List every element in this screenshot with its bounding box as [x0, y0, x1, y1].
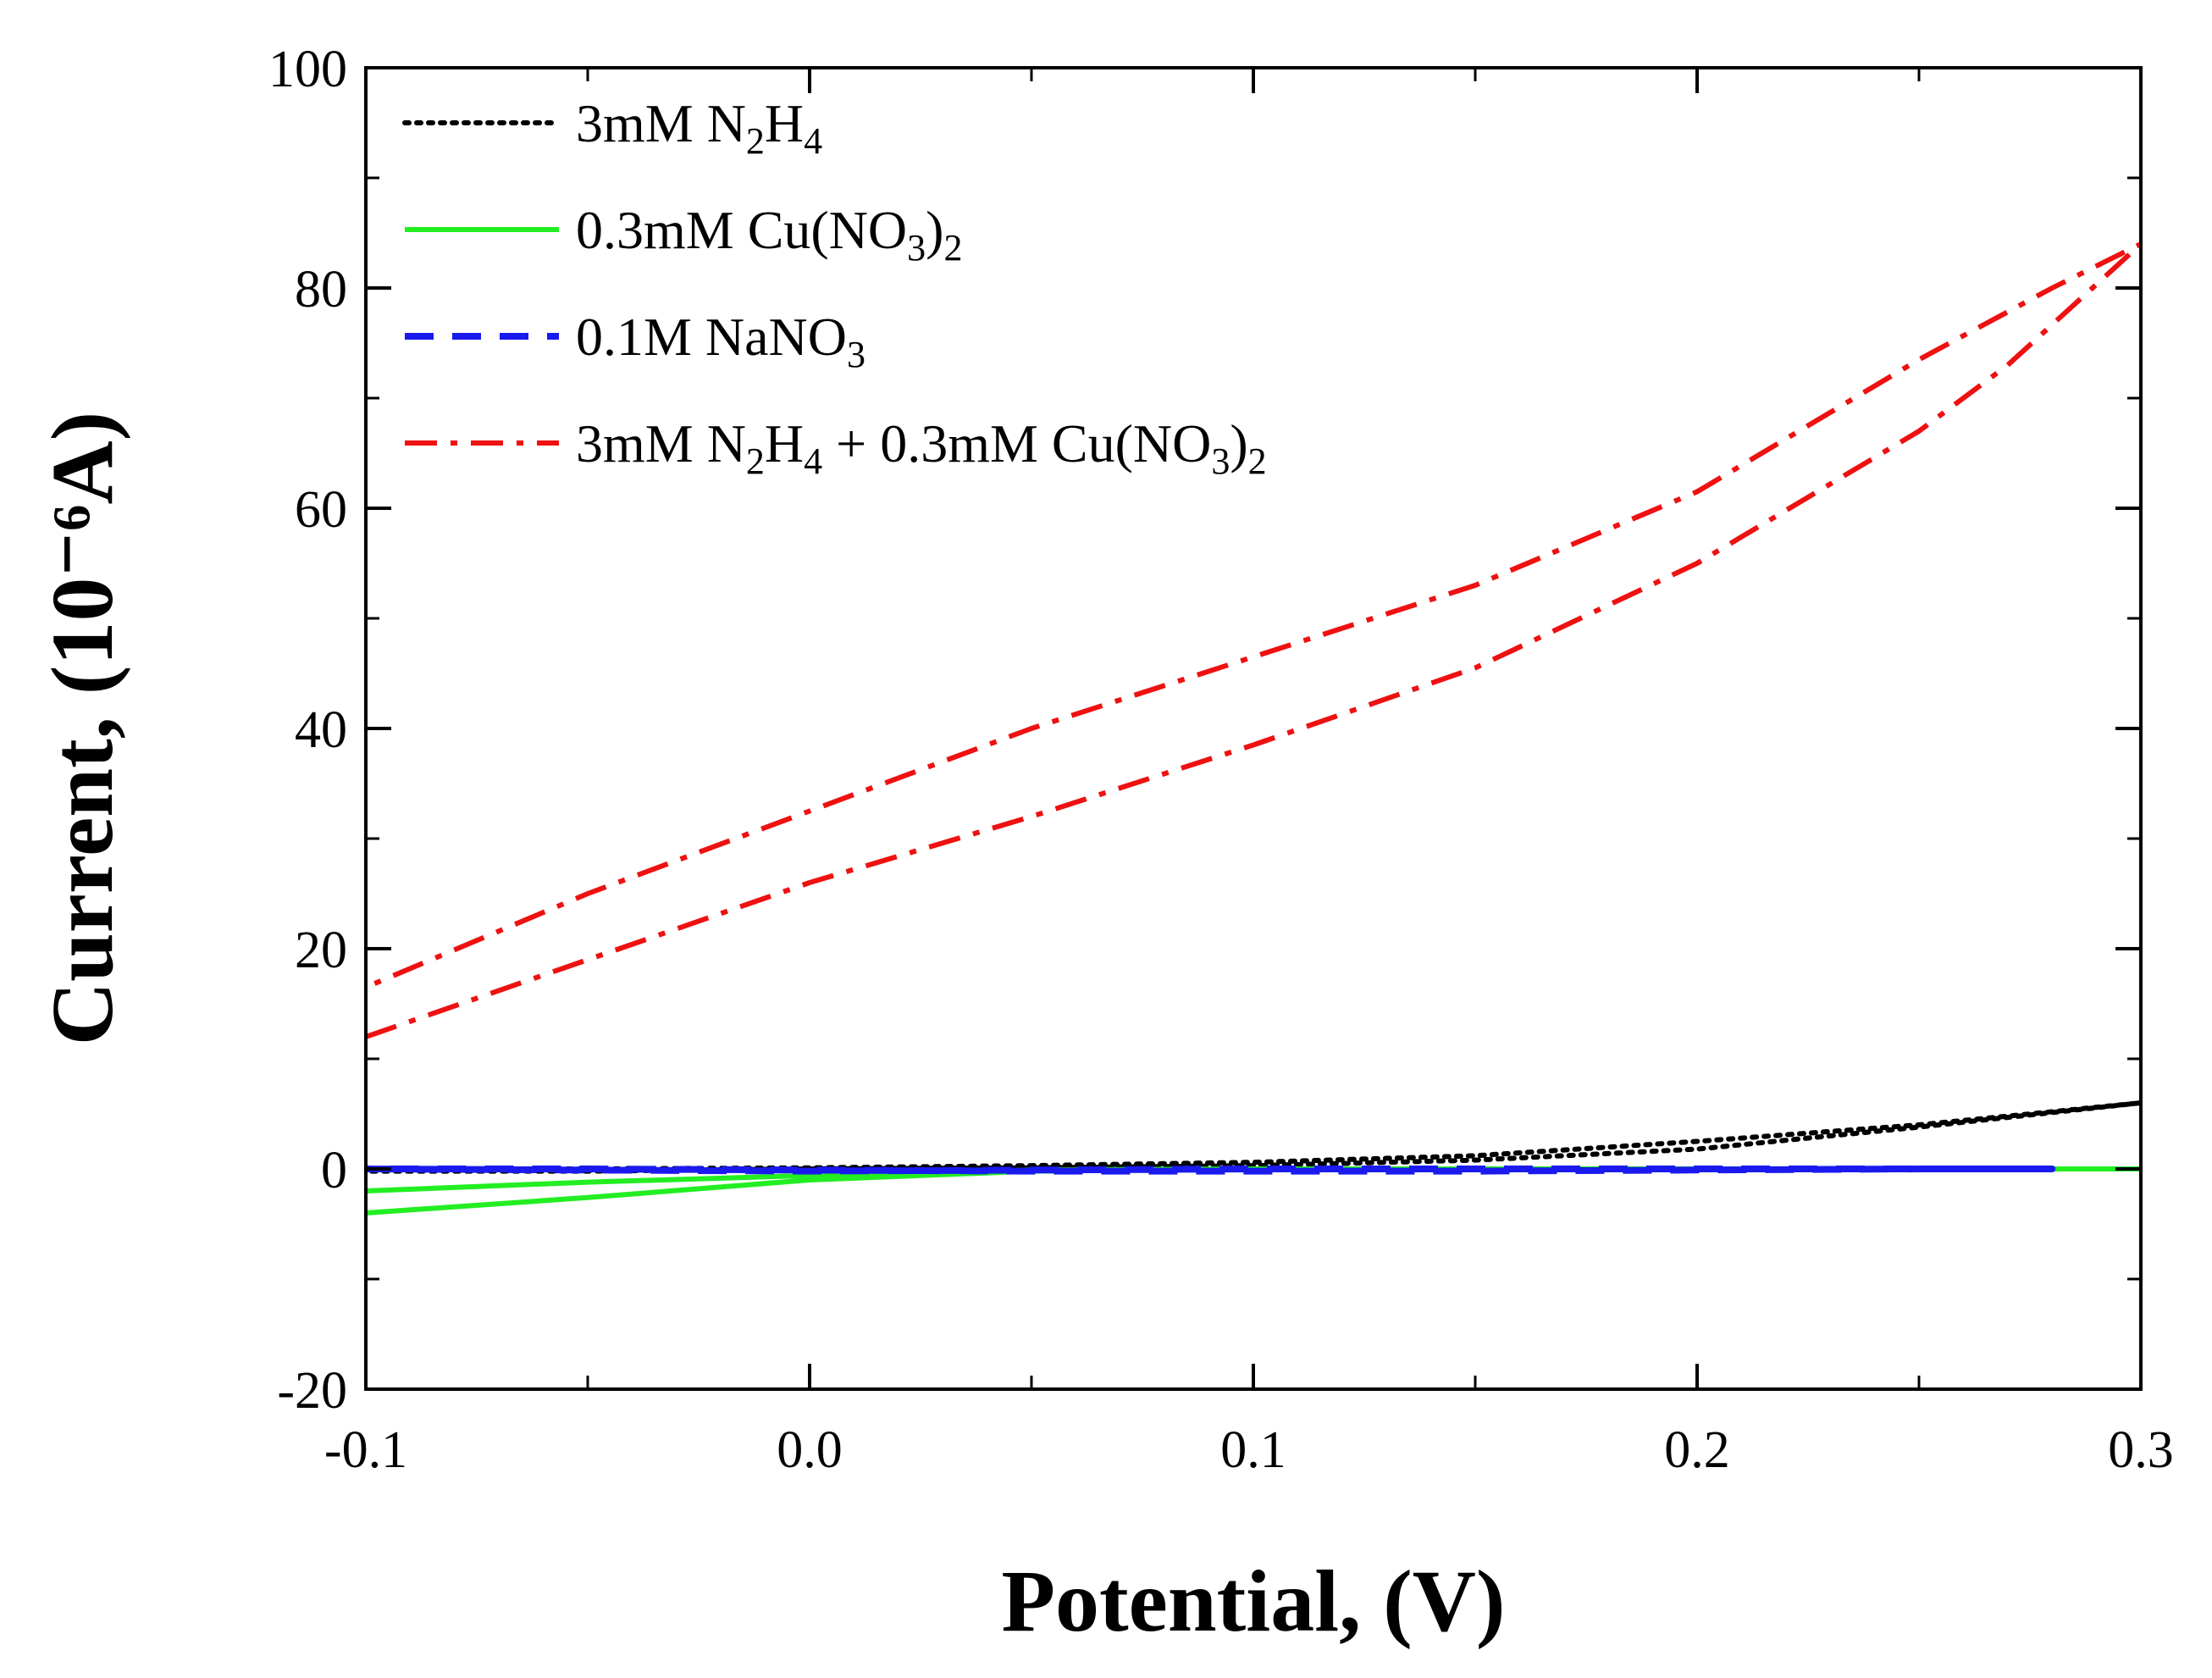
y-tick-label: 0: [321, 1142, 347, 1199]
series-line-1: [366, 1166, 2141, 1216]
axes-layer: -0.1 0.0 0.1 0.2 0.3 -20 0 20 40 60 80 100: [268, 41, 2174, 1479]
x-tick-label: 0.2: [1664, 1421, 1730, 1479]
y-tick-label: 20: [295, 922, 347, 979]
y-axis-title: Current, (10⁻⁶A): [34, 412, 131, 1045]
x-tick-label: 0.0: [777, 1421, 843, 1479]
x-axis-title: Potential, (V): [1002, 1553, 1506, 1650]
legend-label-1: 0.3mM Cu(NO3)2: [576, 200, 962, 269]
series-line-0: [366, 1100, 2141, 1174]
series-line-3: [366, 241, 2141, 1039]
legend-label-3: 3mM N2H4 + 0.3mM Cu(NO3)2: [576, 413, 1267, 482]
y-tick-label: -20: [277, 1362, 347, 1420]
series-layer: [366, 241, 2141, 1216]
y-tick-label: 40: [295, 701, 347, 759]
y-tick-label: 100: [268, 41, 347, 98]
y-tick-label: 60: [295, 481, 347, 539]
legend-label-0: 3mM N2H4: [576, 93, 822, 162]
plot-frame: [364, 66, 2143, 1391]
x-tick-label: 0.1: [1220, 1421, 1286, 1479]
legend: 3mM N2H4 0.3mM Cu(NO3)2 0.1M NaNO3 3mM N2H4…: [402, 93, 1267, 482]
x-tick-label: 0.3: [2108, 1421, 2174, 1479]
series-line-2: [366, 1166, 2056, 1175]
x-tick-label: -0.1: [324, 1421, 407, 1479]
legend-label-2: 0.1M NaNO3: [576, 307, 865, 375]
y-tick-label: 80: [295, 261, 347, 318]
